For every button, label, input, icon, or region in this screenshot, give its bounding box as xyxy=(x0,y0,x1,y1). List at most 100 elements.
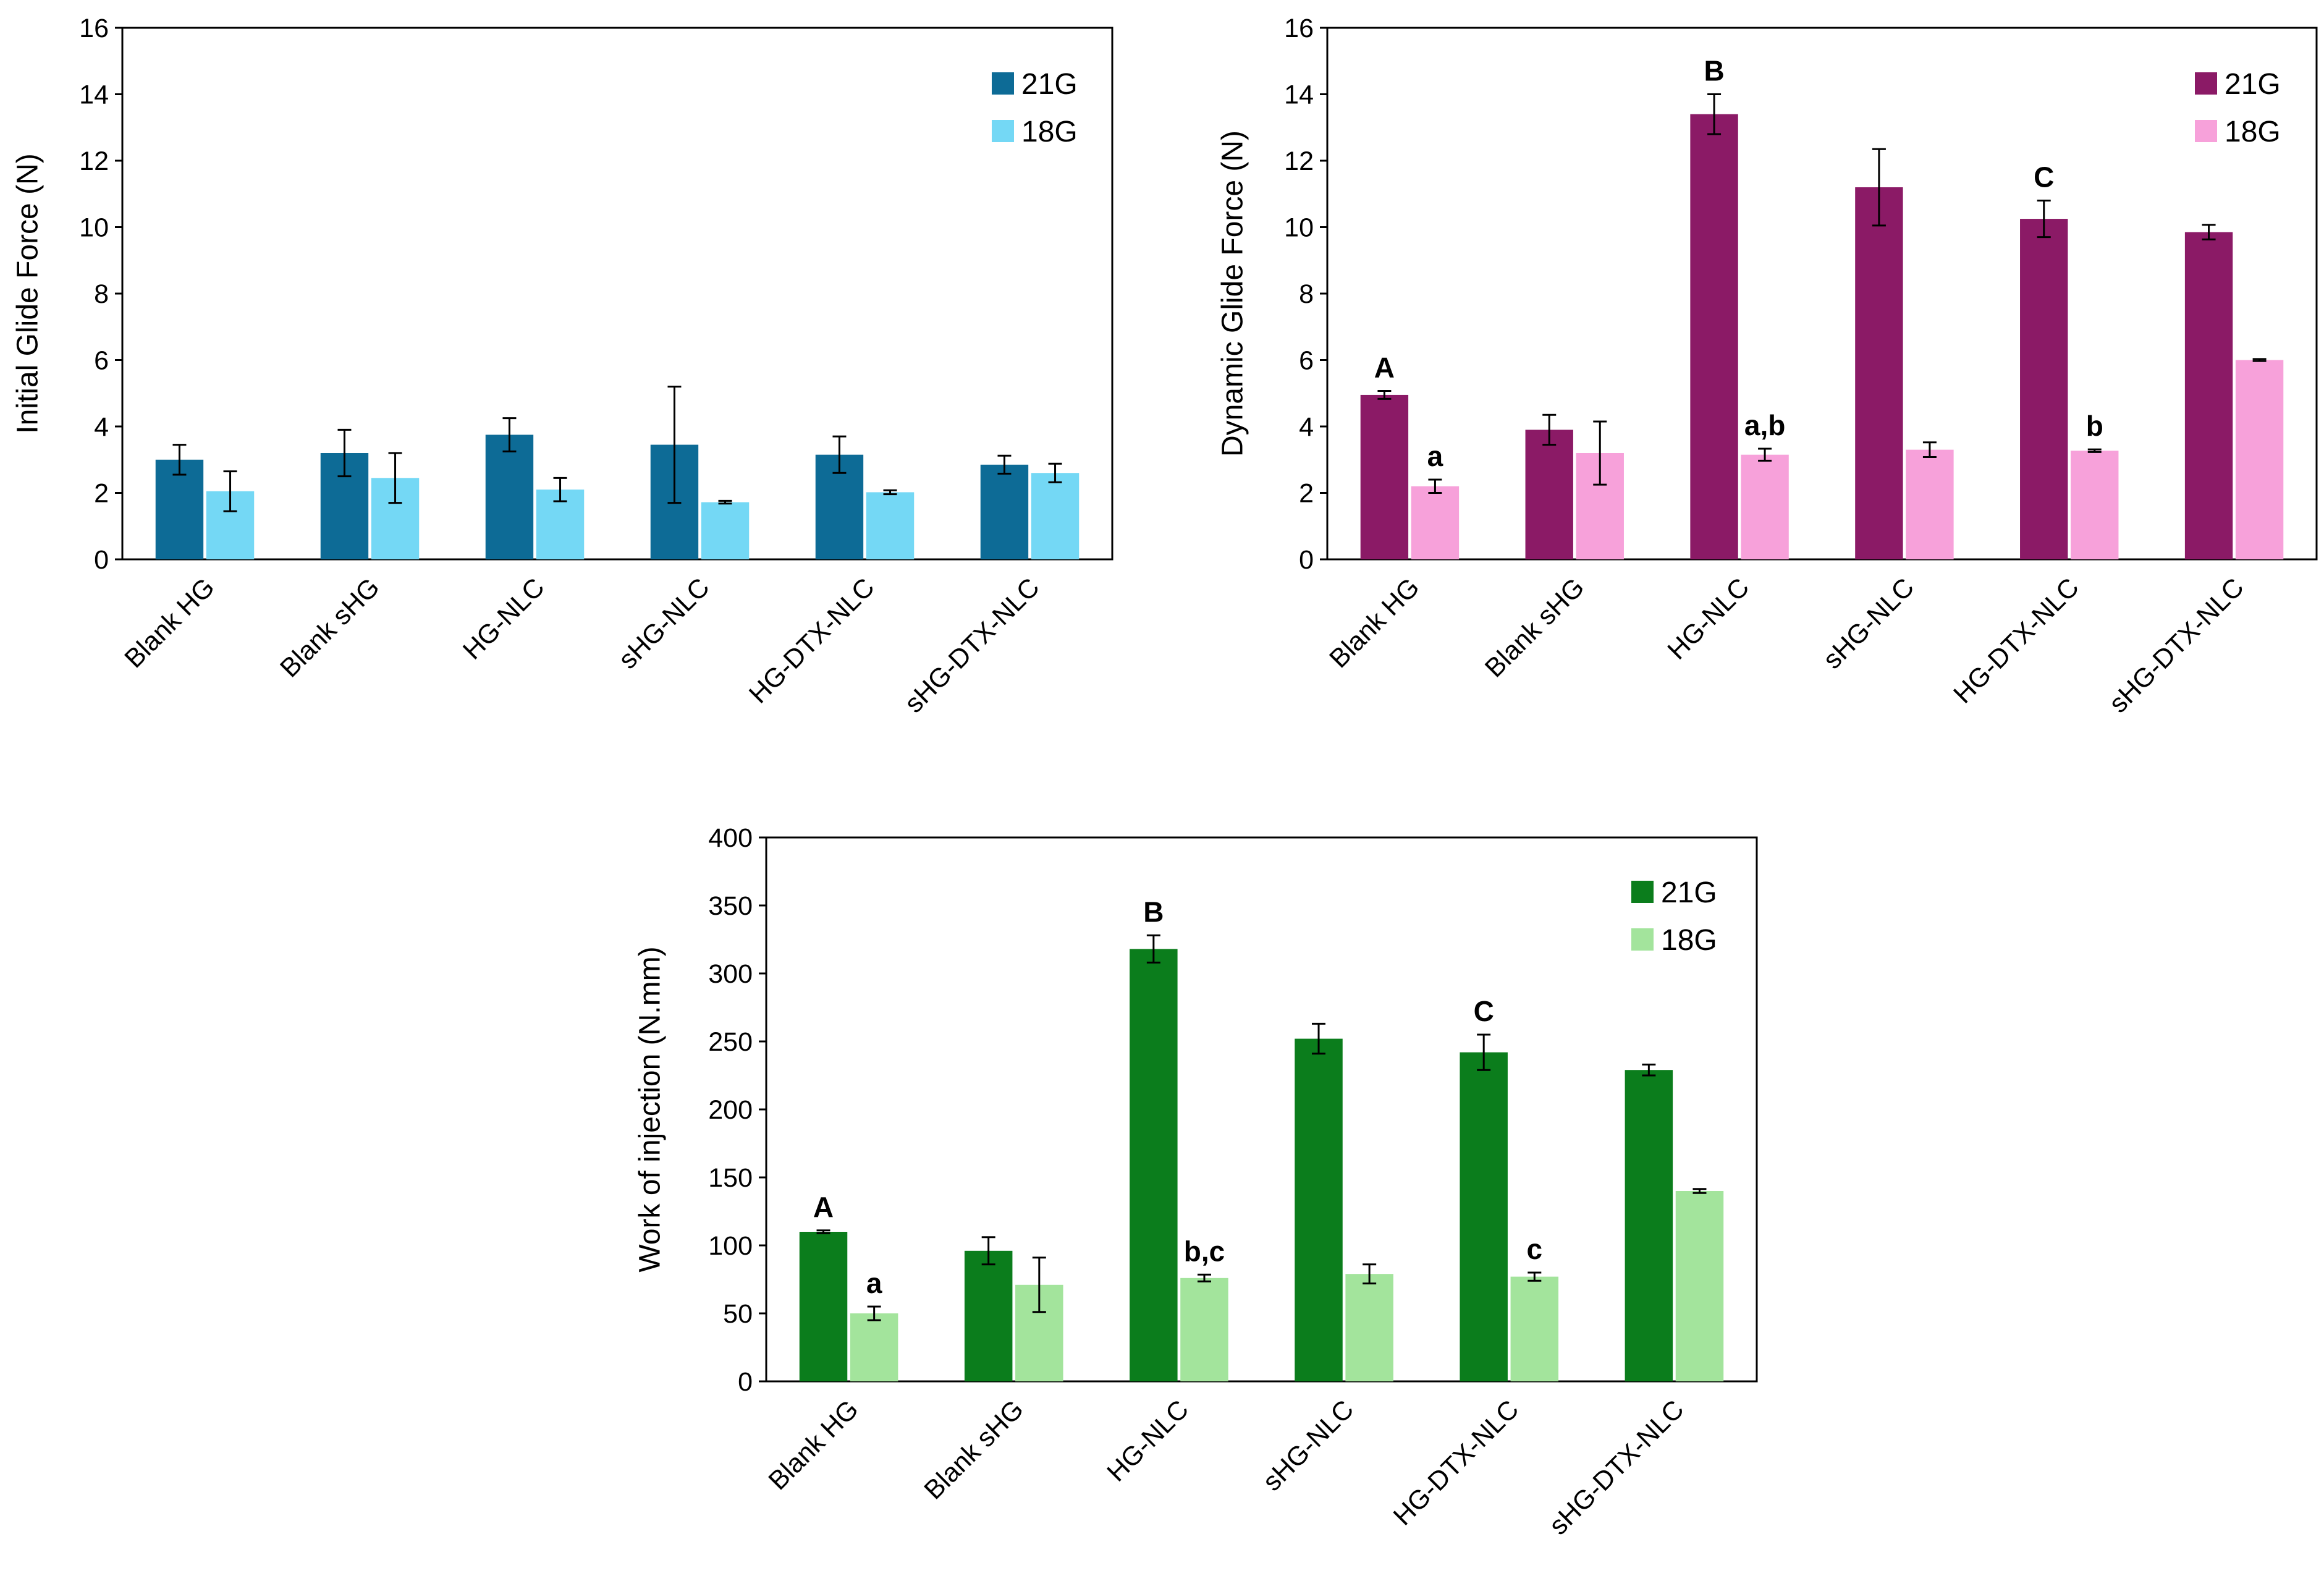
bar-21G xyxy=(799,1232,848,1381)
legend-label: 21G xyxy=(2225,68,2281,101)
bar-21G xyxy=(1625,1070,1673,1381)
legend-label: 18G xyxy=(1021,116,1078,148)
category-group: Bb,c HG-NLC xyxy=(1101,896,1228,1488)
significance-label: a xyxy=(866,1267,882,1299)
bar-18G xyxy=(1411,486,1460,559)
y-tick-label: 6 xyxy=(1299,346,1314,376)
legend-label: 21G xyxy=(1021,68,1078,101)
plot-area-frame xyxy=(1326,27,2318,561)
y-tick-label: 0 xyxy=(94,545,109,575)
y-tick-label: 4 xyxy=(94,412,109,442)
y-axis-title: Initial Glide Force (N) xyxy=(12,153,44,433)
x-tick-label: HG-DTX-NLC xyxy=(1948,572,2084,709)
bar-21G xyxy=(1130,949,1178,1381)
y-tick-label: 350 xyxy=(708,891,753,921)
category-group: sHG-DTX-NLC xyxy=(1544,1063,1724,1541)
bar-21G xyxy=(1460,1052,1508,1381)
y-tick-label: 14 xyxy=(1284,80,1314,110)
initial-glide-force-chart: 0 2 4 6 8 10 12 14 16 Initial Glide Force (N) Blan… xyxy=(12,14,1113,719)
plot-area-frame xyxy=(765,836,1758,1383)
legend-swatch-18G xyxy=(992,120,1014,142)
y-tick-label: 250 xyxy=(708,1027,753,1057)
legend-swatch-21G xyxy=(2195,72,2217,95)
category-group: sHG-NLC xyxy=(1817,148,1954,675)
bar-21G xyxy=(1295,1038,1343,1381)
y-tick-label: 100 xyxy=(708,1231,753,1261)
bar-18G xyxy=(866,492,915,559)
y-tick-label: 0 xyxy=(738,1367,753,1397)
y-tick-label: 10 xyxy=(79,213,109,243)
plot-area-frame xyxy=(121,27,1113,561)
significance-label: C xyxy=(2034,161,2054,193)
legend-label: 21G xyxy=(1661,876,1717,909)
x-tick-label: HG-NLC xyxy=(1101,1394,1194,1488)
bar-21G xyxy=(964,1250,1013,1381)
y-tick-label: 400 xyxy=(708,823,753,853)
bar-21G xyxy=(1690,114,1738,559)
legend-label: 18G xyxy=(2225,116,2281,148)
y-tick-label: 12 xyxy=(79,146,109,176)
bar-18G xyxy=(850,1313,898,1381)
category-group: sHG-NLC xyxy=(613,386,750,675)
bar-18G xyxy=(1031,473,1080,559)
bar-21G xyxy=(155,459,204,559)
y-axis-title: Work of injection (N.mm) xyxy=(634,946,667,1272)
work-of-injection-chart: 0 50 100 150 200 250 300 350 400 Work of injectio… xyxy=(634,823,1758,1541)
x-tick-label: HG-DTX-NLC xyxy=(1388,1394,1524,1531)
significance-label: a,b xyxy=(1744,409,1785,441)
x-tick-label: HG-NLC xyxy=(1662,572,1756,666)
x-tick-label: sHG-DTX-NLC xyxy=(2103,572,2250,719)
significance-label: b,c xyxy=(1184,1235,1225,1267)
y-tick-label: 300 xyxy=(708,959,753,989)
category-group: HG-NLC xyxy=(457,417,585,666)
y-tick-label: 0 xyxy=(1299,545,1314,575)
category-group: sHG-NLC xyxy=(1257,1022,1393,1497)
category-group: Blank sHG xyxy=(1479,413,1624,683)
y-tick-label: 16 xyxy=(1284,14,1314,43)
significance-label: B xyxy=(1143,896,1164,928)
legend-swatch-21G xyxy=(1631,881,1654,903)
x-tick-label: Blank sHG xyxy=(274,572,385,683)
significance-label: B xyxy=(1704,55,1724,87)
y-tick-label: 6 xyxy=(94,346,109,376)
x-tick-label: HG-DTX-NLC xyxy=(743,572,880,709)
category-group: Cc HG-DTX-NLC xyxy=(1388,995,1559,1532)
x-tick-label: Blank sHG xyxy=(919,1394,1029,1505)
y-tick-label: 8 xyxy=(94,279,109,309)
category-group: Aa Blank HG xyxy=(1324,351,1460,674)
bar-18G xyxy=(2235,360,2284,559)
bar-18G xyxy=(701,502,750,559)
legend-swatch-18G xyxy=(2195,120,2217,142)
y-tick-label: 14 xyxy=(79,80,109,110)
x-tick-label: sHG-DTX-NLC xyxy=(899,572,1046,719)
bar-18G xyxy=(1675,1191,1724,1381)
y-tick-label: 8 xyxy=(1299,279,1314,309)
legend-swatch-18G xyxy=(1631,928,1654,951)
category-group: Aa Blank HG xyxy=(763,1191,898,1496)
bar-18G xyxy=(1510,1276,1559,1381)
bar-18G xyxy=(1180,1278,1228,1381)
y-tick-label: 200 xyxy=(708,1095,753,1125)
significance-label: C xyxy=(1474,995,1494,1027)
y-tick-label: 2 xyxy=(1299,479,1314,509)
y-tick-label: 16 xyxy=(79,14,109,43)
y-tick-label: 50 xyxy=(723,1299,753,1329)
bar-21G xyxy=(2020,219,2068,559)
category-group: Blank sHG xyxy=(274,428,420,683)
significance-label: A xyxy=(813,1191,834,1223)
y-tick-label: 150 xyxy=(708,1163,753,1193)
y-tick-label: 12 xyxy=(1284,146,1314,176)
x-tick-label: sHG-DTX-NLC xyxy=(1544,1394,1690,1541)
bar-18G xyxy=(1345,1274,1393,1381)
significance-label: c xyxy=(1527,1233,1543,1265)
x-tick-label: Blank HG xyxy=(763,1394,864,1496)
significance-label: a xyxy=(1427,440,1443,472)
bar-21G xyxy=(1855,187,1903,559)
category-group: Blank sHG xyxy=(919,1236,1063,1505)
legend-swatch-21G xyxy=(992,72,1014,95)
dynamic-glide-force-chart: 0 2 4 6 8 10 12 14 16 Dynamic Glide Force (N) Aa Bl… xyxy=(1217,14,2318,719)
y-axis-title: Dynamic Glide Force (N) xyxy=(1217,130,1249,457)
